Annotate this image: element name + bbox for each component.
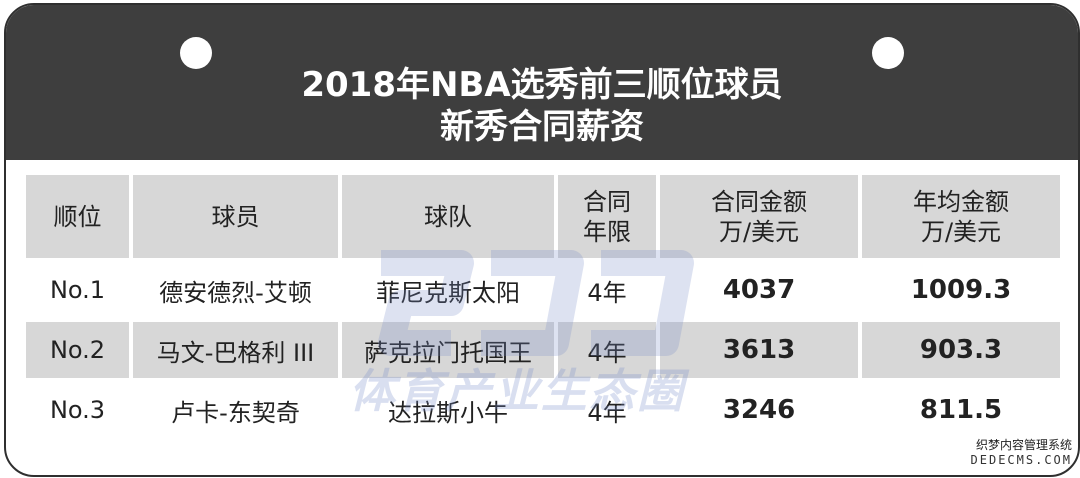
title-line-1: 2018年NBA选秀前三顺位球员: [301, 65, 783, 105]
term-cell: 4年: [558, 322, 656, 378]
site-url: DEDECMS.COM: [970, 453, 1072, 467]
header-contract-line2: 万/美元: [718, 217, 800, 246]
contract-cell: 3246: [722, 395, 796, 425]
table-header-row: 顺位 球员 球队 合同 年限 合同金额 万/美元 年均金额 万/美元: [26, 175, 1060, 258]
table-row: No.2 马文-巴格利 III 萨克拉门托国王 4年 3613 903.3: [26, 322, 1060, 378]
salary-card: 2018年NBA选秀前三顺位球员 新秀合同薪资 顺位 球员 球队 合同 年限 合…: [4, 3, 1080, 477]
card-header: 2018年NBA选秀前三顺位球员 新秀合同薪资: [6, 5, 1078, 160]
table-row: No.3 卢卡-东契奇 达拉斯小牛 4年 3246 811.5: [26, 382, 1060, 438]
annual-cell: 811.5: [919, 395, 1003, 425]
annual-cell: 903.3: [862, 322, 1060, 378]
player-cell: 马文-巴格利 III: [133, 322, 338, 378]
rank-cell: No.1: [49, 276, 106, 304]
rank-cell: No.3: [49, 396, 106, 424]
contract-cell: 3613: [660, 322, 858, 378]
title-line-2: 新秀合同薪资: [440, 107, 644, 147]
contract-cell: 4037: [722, 275, 796, 305]
header-annual-line1: 年均金额: [913, 187, 1009, 216]
header-contract-line1: 合同金额: [711, 187, 807, 216]
header-contract: 合同金额 万/美元: [660, 175, 858, 258]
rank-cell: No.2: [26, 322, 129, 378]
term-cell: 4年: [587, 398, 627, 427]
team-cell: 菲尼克斯太阳: [376, 278, 520, 307]
header-term: 合同 年限: [558, 175, 656, 258]
site-watermark: 织梦内容管理系统 DEDECMS.COM: [971, 436, 1072, 467]
annual-cell: 1009.3: [910, 275, 1012, 305]
team-cell: 萨克拉门托国王: [342, 322, 554, 378]
header-term-line2: 年限: [583, 217, 631, 246]
term-cell: 4年: [587, 278, 627, 307]
header-term-line1: 合同: [583, 187, 631, 216]
player-cell: 德安德烈-艾顿: [159, 278, 312, 307]
player-cell: 卢卡-东契奇: [171, 398, 300, 427]
header-rank: 顺位: [26, 175, 129, 258]
site-name: 织梦内容管理系统: [975, 438, 1072, 452]
header-player: 球员: [133, 175, 338, 258]
team-cell: 达拉斯小牛: [388, 398, 508, 427]
punch-hole-right: [872, 37, 904, 69]
header-annual: 年均金额 万/美元: [862, 175, 1060, 258]
table-row: No.1 德安德烈-艾顿 菲尼克斯太阳 4年 4037 1009.3: [26, 262, 1060, 318]
header-annual-line2: 万/美元: [920, 217, 1002, 246]
header-team: 球队: [342, 175, 554, 258]
punch-hole-left: [180, 37, 212, 69]
